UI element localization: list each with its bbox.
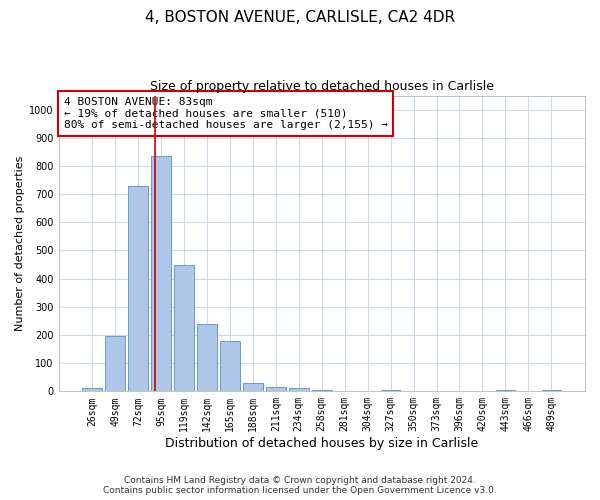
Text: Contains HM Land Registry data © Crown copyright and database right 2024.
Contai: Contains HM Land Registry data © Crown c… xyxy=(103,476,497,495)
Bar xyxy=(197,324,217,392)
Bar xyxy=(312,390,332,392)
Bar xyxy=(496,390,515,392)
Bar xyxy=(106,336,125,392)
Y-axis label: Number of detached properties: Number of detached properties xyxy=(15,156,25,331)
Bar xyxy=(151,156,171,392)
X-axis label: Distribution of detached houses by size in Carlisle: Distribution of detached houses by size … xyxy=(165,437,478,450)
Bar xyxy=(82,388,102,392)
Text: 4, BOSTON AVENUE, CARLISLE, CA2 4DR: 4, BOSTON AVENUE, CARLISLE, CA2 4DR xyxy=(145,10,455,25)
Bar xyxy=(266,386,286,392)
Bar xyxy=(381,390,400,392)
Bar xyxy=(243,383,263,392)
Bar xyxy=(289,388,308,392)
Bar xyxy=(542,390,561,392)
Bar xyxy=(174,264,194,392)
Text: 4 BOSTON AVENUE: 83sqm
← 19% of detached houses are smaller (510)
80% of semi-de: 4 BOSTON AVENUE: 83sqm ← 19% of detached… xyxy=(64,97,388,130)
Title: Size of property relative to detached houses in Carlisle: Size of property relative to detached ho… xyxy=(150,80,494,93)
Bar xyxy=(220,341,239,392)
Bar xyxy=(128,186,148,392)
